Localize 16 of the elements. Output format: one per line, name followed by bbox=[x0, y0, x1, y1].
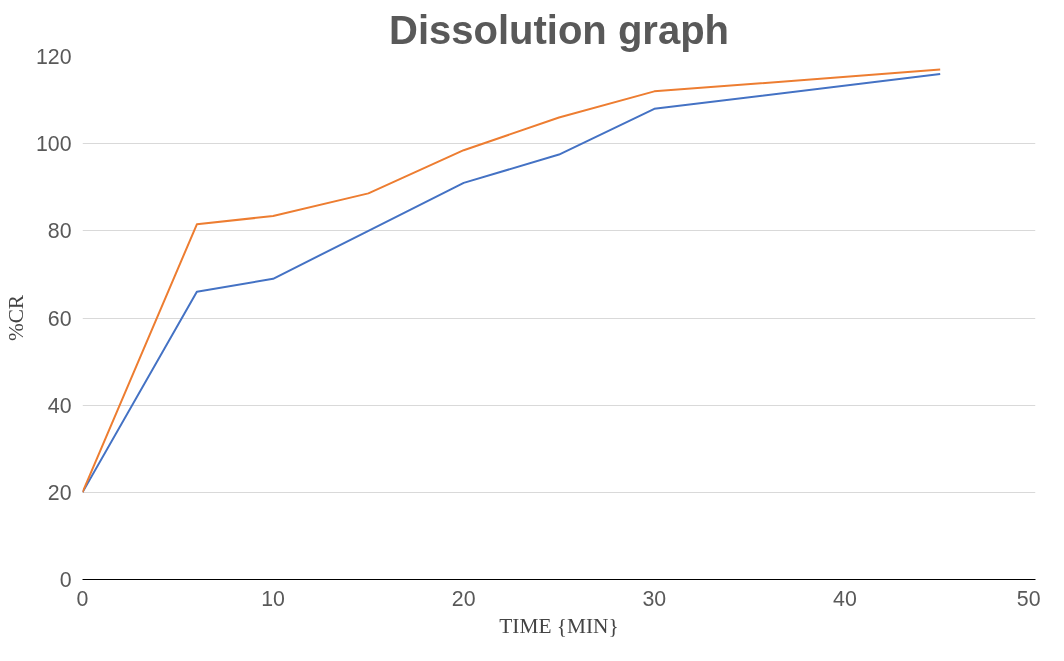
x-tick-label: 40 bbox=[833, 586, 857, 611]
y-tick-label: 80 bbox=[47, 219, 72, 244]
y-tick-label: 120 bbox=[35, 45, 72, 69]
x-tick-label: 10 bbox=[261, 586, 286, 611]
y-tick-label: 100 bbox=[35, 132, 72, 157]
x-tick-label: 30 bbox=[642, 586, 667, 611]
y-tick-label: 20 bbox=[47, 480, 72, 505]
y-axis-title: %CR bbox=[3, 294, 28, 342]
y-tick-label: 0 bbox=[59, 568, 72, 592]
x-axis-title: TIME {MIN} bbox=[499, 613, 619, 638]
x-tick-label: 0 bbox=[76, 586, 89, 611]
y-tick-label: 60 bbox=[47, 306, 72, 331]
x-tick-label: 20 bbox=[451, 586, 476, 611]
chart-title: Dissolution graph bbox=[389, 7, 729, 52]
y-tick-label: 40 bbox=[47, 393, 72, 418]
x-tick-label: 50 bbox=[1016, 586, 1041, 611]
